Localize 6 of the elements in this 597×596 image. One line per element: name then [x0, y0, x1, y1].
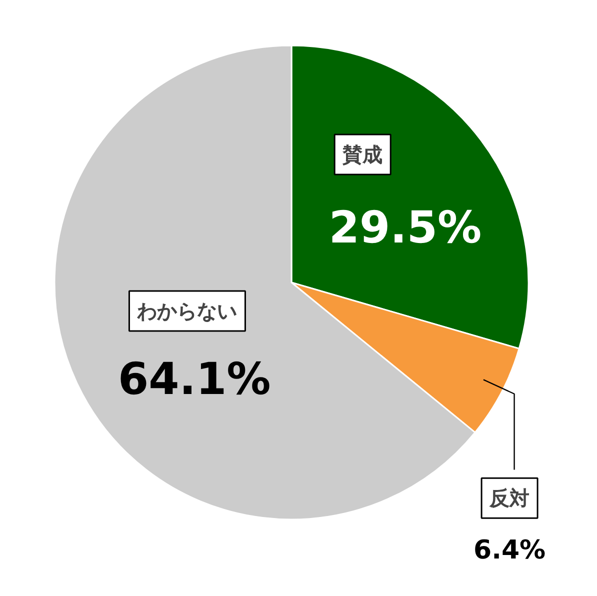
slice-label: わからない	[136, 298, 238, 323]
data-label: 64.1%	[118, 354, 271, 406]
data-label: 6.4%	[473, 535, 546, 566]
data-label: 29.5%	[328, 202, 482, 254]
slice-label: 反対	[488, 486, 530, 510]
slice-label: 賛成	[342, 142, 383, 167]
